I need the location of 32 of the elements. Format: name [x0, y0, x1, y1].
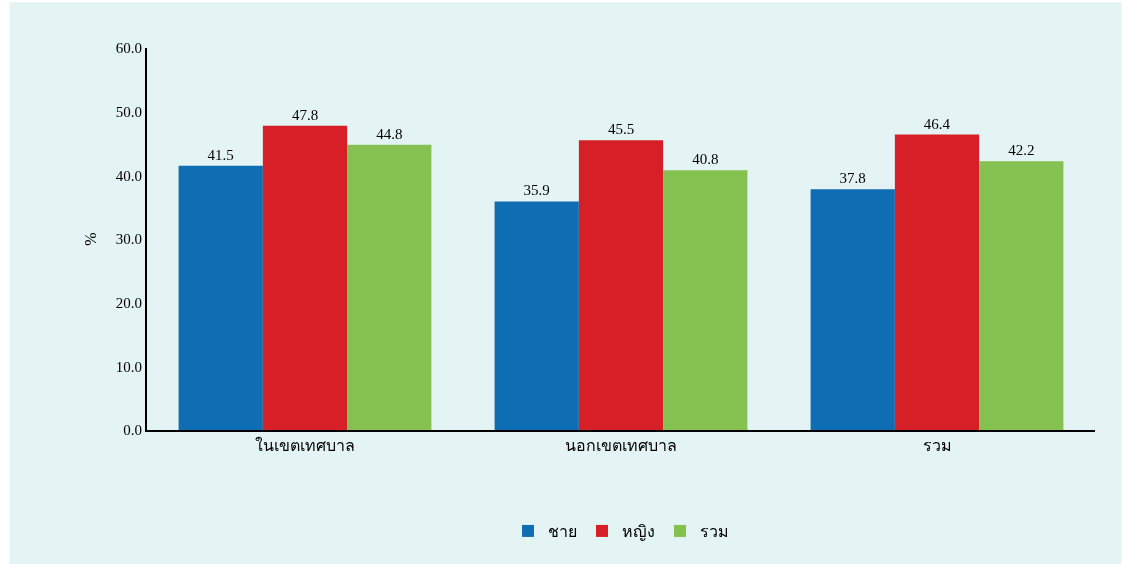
y-tick-label: 40.0	[115, 167, 142, 184]
bar	[178, 165, 263, 430]
x-tick-label: รวม	[922, 437, 952, 455]
bar	[810, 189, 895, 430]
y-tick-label: 0.0	[123, 422, 142, 439]
bar	[494, 201, 579, 430]
data-label: 41.5	[207, 146, 234, 163]
y-tick-label: 60.0	[115, 40, 142, 57]
data-label: 47.8	[291, 106, 319, 123]
y-tick-label: 10.0	[115, 358, 142, 375]
y-tick-label: 50.0	[115, 103, 142, 120]
data-label: 45.5	[607, 121, 635, 138]
legend-label: รวม	[700, 523, 729, 541]
y-tick-label: 20.0	[115, 294, 142, 311]
data-label: 44.8	[376, 125, 403, 142]
data-label: 42.2	[1008, 142, 1035, 159]
legend-label: หญิง	[622, 523, 655, 542]
x-tick-label: นอกเขตเทศบาล	[565, 437, 677, 455]
y-tick-label: 30.0	[115, 231, 142, 248]
data-label: 35.9	[523, 182, 550, 199]
data-label: 40.8	[692, 151, 719, 168]
x-tick-label: ในเขตเทศบาล	[255, 436, 355, 455]
bar	[894, 134, 980, 430]
bar	[347, 144, 432, 430]
bar	[578, 140, 664, 430]
data-label: 46.4	[923, 115, 951, 132]
y-axis-title: %	[82, 232, 100, 246]
legend-label: ชาย	[548, 523, 577, 541]
bar	[979, 161, 1064, 430]
bar	[663, 170, 748, 430]
bar	[262, 125, 348, 430]
data-label: 37.8	[839, 170, 866, 187]
